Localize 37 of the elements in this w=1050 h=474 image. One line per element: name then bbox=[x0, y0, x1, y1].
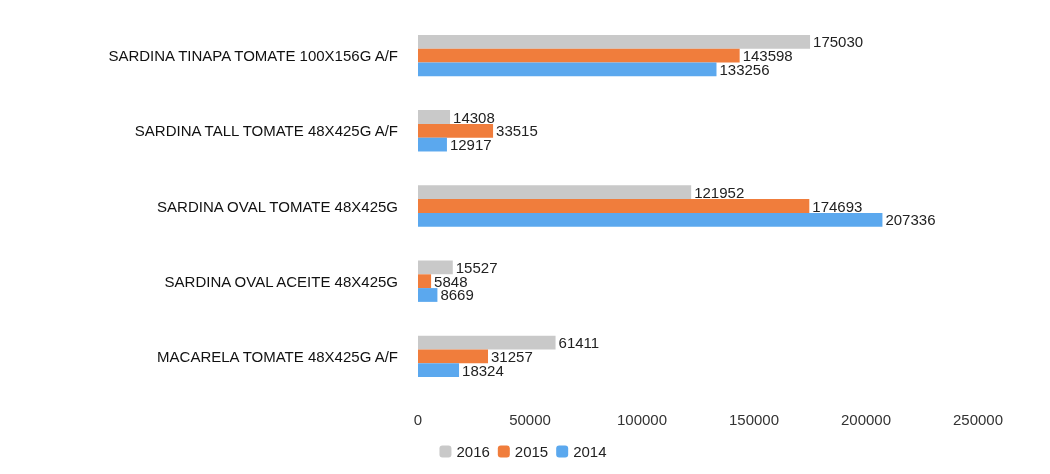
y-tick-label: SARDINA OVAL TOMATE 48X425G bbox=[157, 197, 398, 215]
data-label: 61411 bbox=[558, 334, 600, 352]
y-tick-label: SARDINA TINAPA TOMATE 100X156G A/F bbox=[108, 47, 398, 65]
x-tick-label: 0 bbox=[413, 411, 423, 428]
bar bbox=[418, 199, 810, 213]
legend-label: 2016 bbox=[456, 443, 490, 460]
bar bbox=[418, 363, 460, 378]
data-label: 14308 bbox=[453, 108, 495, 126]
data-label: 33515 bbox=[496, 122, 538, 140]
bar bbox=[418, 48, 740, 63]
legend-label: 2014 bbox=[573, 443, 607, 460]
bar bbox=[418, 123, 494, 138]
x-tick-label: 50000 bbox=[509, 411, 551, 428]
bar bbox=[418, 110, 451, 124]
bar bbox=[418, 288, 438, 302]
bar bbox=[418, 137, 447, 152]
x-tick-label: 150000 bbox=[728, 411, 780, 428]
data-label: 175030 bbox=[813, 33, 864, 51]
x-tick-label: 100000 bbox=[616, 411, 668, 428]
x-tick-label: 200000 bbox=[840, 411, 892, 428]
bar bbox=[418, 185, 692, 200]
legend-label: 2015 bbox=[514, 443, 549, 460]
data-label: 207336 bbox=[885, 211, 936, 229]
bar bbox=[418, 34, 811, 49]
bar bbox=[418, 274, 432, 289]
bar bbox=[418, 335, 556, 350]
y-tick-label: MACARELA TOMATE 48X425G A/F bbox=[157, 347, 398, 365]
data-label: 12917 bbox=[449, 136, 492, 154]
y-tick-label: SARDINA TALL TOMATE 48X425G A/F bbox=[134, 122, 398, 140]
data-label: 121952 bbox=[694, 183, 745, 201]
x-tick-label: 250000 bbox=[952, 411, 1004, 428]
bar bbox=[418, 260, 453, 275]
y-tick-label: SARDINA OVAL ACEITE 48X425G bbox=[164, 272, 398, 290]
bar bbox=[418, 62, 717, 77]
data-label: 174693 bbox=[812, 197, 863, 215]
bar bbox=[418, 349, 489, 364]
bar bbox=[418, 212, 883, 227]
